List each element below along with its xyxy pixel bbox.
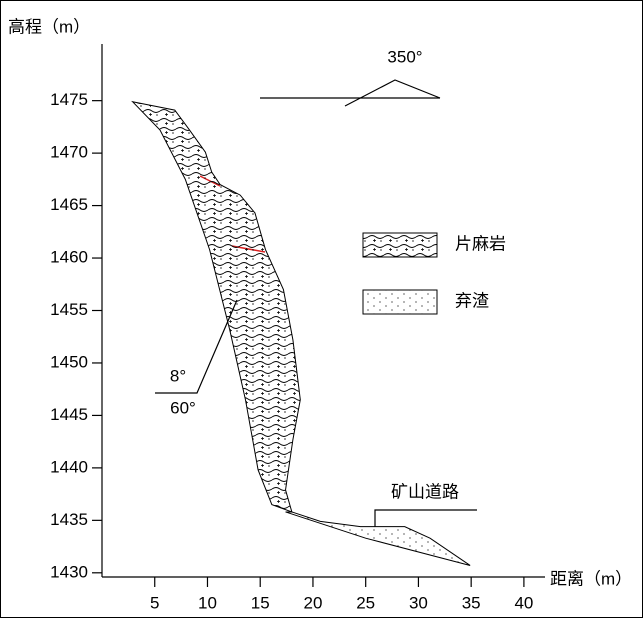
legend-swatch [363, 233, 437, 257]
frame [1, 1, 643, 618]
x-tick-label: 30 [409, 593, 428, 612]
x-tick-label: 10 [198, 593, 217, 612]
strike-label: 350° [387, 47, 422, 66]
strike-symbol: 350° [260, 47, 440, 106]
road-label: 矿山道路 [391, 482, 459, 501]
x-axis-label: 距离（m） [550, 569, 632, 588]
x-tick-label: 25 [356, 593, 375, 612]
y-tick-label: 1435 [50, 510, 88, 529]
rock-unit [133, 102, 301, 512]
rock-unit [286, 512, 471, 566]
legend-label: 片麻岩 [455, 234, 506, 253]
x-tick-label: 15 [251, 593, 270, 612]
page: {"chart_data": {"type": "section", "y_la… [0, 0, 643, 618]
x-tick-label: 40 [514, 593, 533, 612]
y-tick-label: 1475 [50, 90, 88, 109]
dip-label: 8° [170, 366, 186, 385]
y-axis-label: 高程（m） [8, 17, 90, 36]
legend-label: 弃渣 [455, 291, 489, 310]
chart: 高程（m） 距离（m） 350° 8° 60° 矿山道路 1430 1435 144… [0, 0, 643, 618]
x-tick-label: 5 [150, 593, 159, 612]
y-tick-label: 1450 [50, 352, 88, 371]
y-tick-label: 1470 [50, 143, 88, 162]
road-leader: 矿山道路 [375, 482, 477, 527]
y-tick-label: 1445 [50, 405, 88, 424]
y-tick-label: 1430 [50, 562, 88, 581]
y-tick-label: 1455 [50, 300, 88, 319]
x-tick-label: 35 [462, 593, 481, 612]
y-tick-label: 1460 [50, 248, 88, 267]
y-tick-label: 1440 [50, 457, 88, 476]
dip-label: 60° [170, 398, 196, 417]
legend-swatch [363, 290, 437, 314]
y-tick-label: 1465 [50, 195, 88, 214]
dip-leader: 8° 60° [155, 300, 237, 417]
x-tick-label: 20 [303, 593, 322, 612]
